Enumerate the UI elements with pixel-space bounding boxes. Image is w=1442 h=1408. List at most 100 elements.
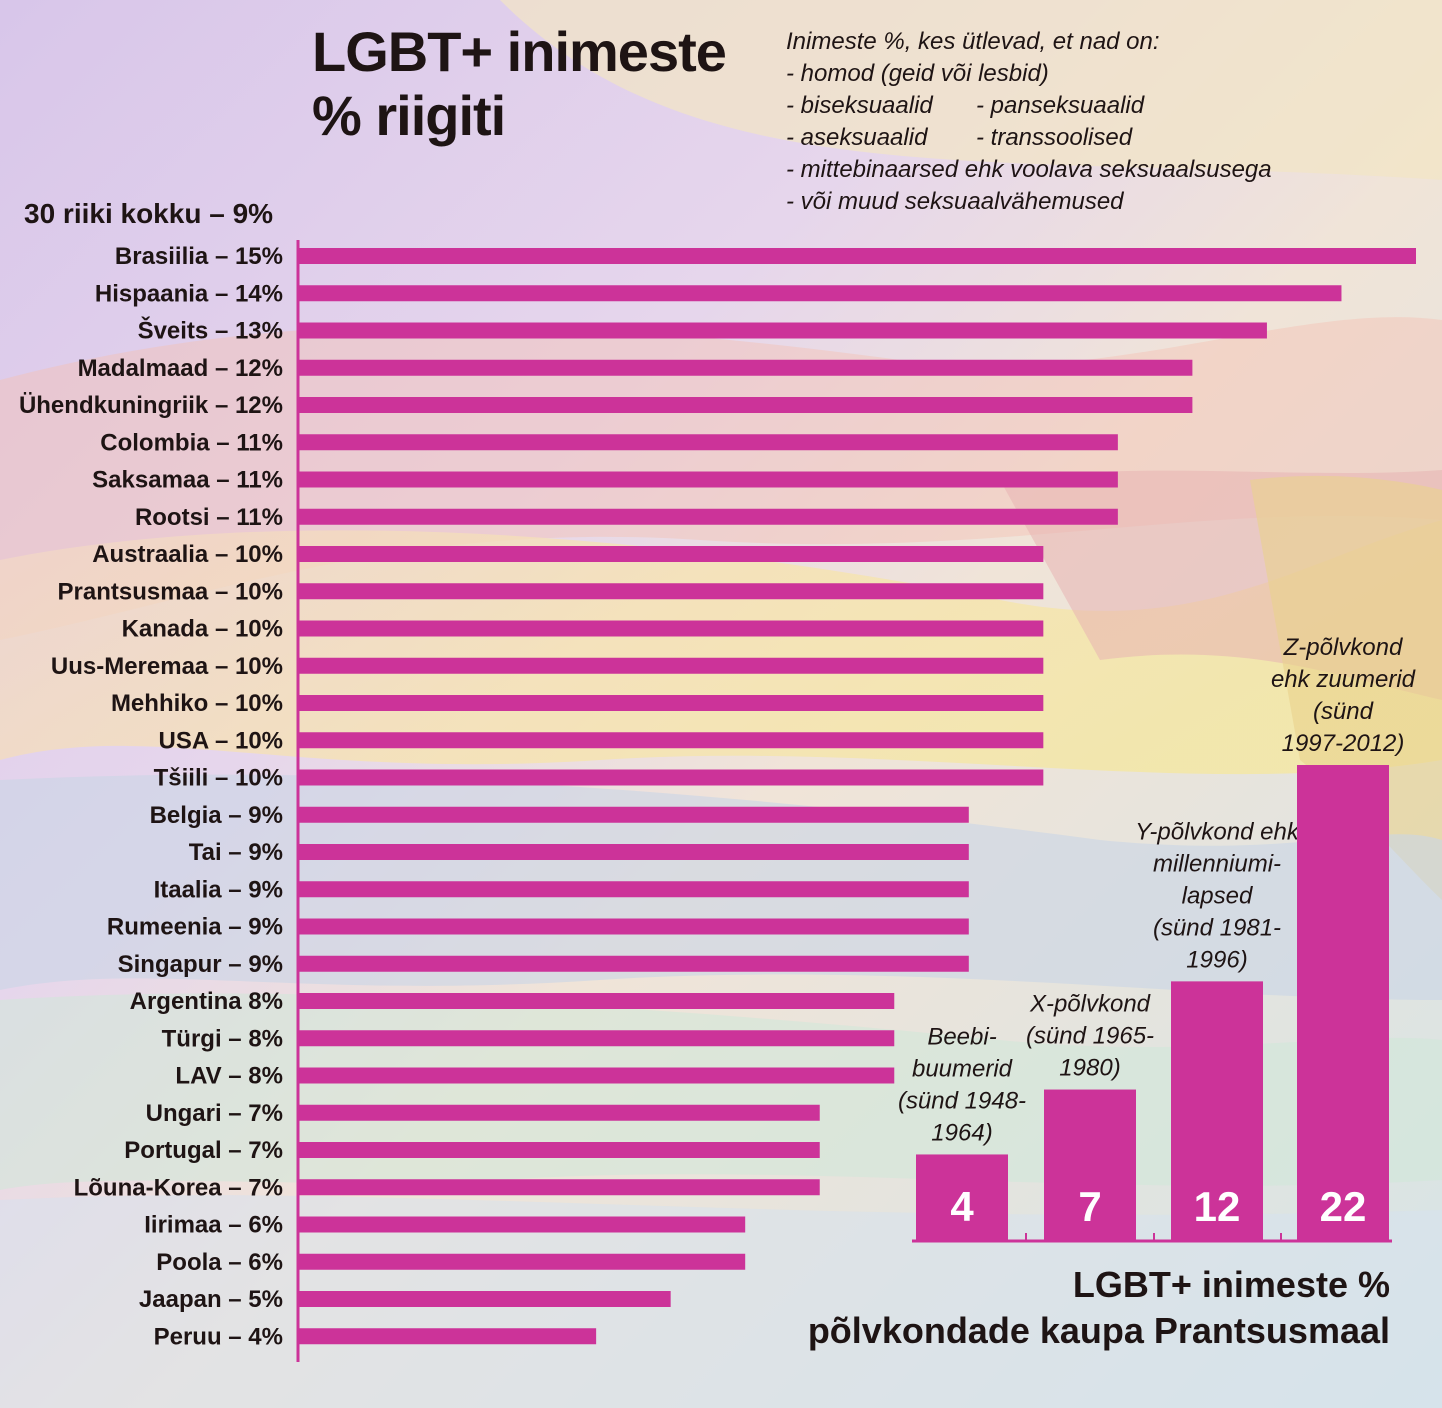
generation-label: (sünd 1948- (898, 1087, 1026, 1114)
definition-item: - biseksuaalid (786, 92, 933, 119)
country-tick-label: Colombia – 11% (100, 429, 283, 456)
country-bar (298, 918, 969, 935)
chart-title: LGBT+ inimeste % riigiti (312, 20, 727, 147)
generation-label: 1997-2012) (1282, 730, 1405, 757)
country-tick-label: Ühendkuningriik – 12% (19, 392, 283, 419)
country-bar (298, 955, 969, 972)
country-tick-label: Singapur – 9% (118, 951, 283, 978)
country-bar (298, 1030, 895, 1047)
country-bar (298, 657, 1044, 674)
generations-chart-title: LGBT+ inimeste % põlvkondade kaupa Prant… (808, 1262, 1390, 1354)
country-bar (298, 1067, 895, 1084)
definition-item: - panseksuaalid (976, 92, 1145, 119)
country-bar (298, 1142, 820, 1158)
generation-label: ehk zuumerid (1271, 666, 1416, 693)
country-bar (298, 844, 969, 860)
country-bar (298, 695, 1044, 711)
country-tick-label: USA – 10% (159, 727, 284, 754)
country-bar (298, 248, 1416, 264)
country-bar (298, 359, 1193, 376)
definition-row: - aseksuaalid - transsoolised (786, 122, 1346, 154)
country-bar (298, 1253, 746, 1270)
country-tick-label: LAV – 8% (175, 1063, 283, 1090)
generation-bar (1297, 765, 1389, 1241)
country-bar (298, 881, 969, 898)
country-tick-label: Hispaania – 14% (95, 280, 283, 307)
country-tick-label: Ungari – 7% (146, 1100, 283, 1127)
generation-value-label: 12 (1194, 1183, 1241, 1230)
definition-intro: Inimeste %, kes ütlevad, et nad on: (786, 28, 1160, 55)
country-bar (298, 1328, 597, 1345)
country-tick-label: Belgia – 9% (150, 802, 283, 829)
country-tick-label: Madalmaad – 12% (78, 355, 283, 382)
country-tick-label: Kanada – 10% (122, 616, 283, 643)
country-tick-label: Uus-Meremaa – 10% (51, 653, 283, 680)
generation-label: 1964) (931, 1119, 992, 1146)
generation-label: lapsed (1182, 882, 1253, 909)
generation-label: 1980) (1059, 1055, 1120, 1082)
country-tick-label: Šveits – 13% (138, 317, 283, 345)
generation-label: Y-põlvkond ehk (1135, 818, 1301, 845)
generations-title-line: põlvkondade kaupa Prantsusmaal (807, 1310, 1390, 1351)
generation-label: 1996) (1186, 946, 1247, 973)
definition-item: - mittebinaarsed ehk voolava seksuaalsus… (786, 156, 1272, 183)
country-tick-label: Saksamaa – 11% (92, 467, 283, 494)
country-tick-label: Poola – 6% (156, 1249, 283, 1276)
country-bar (298, 285, 1342, 302)
country-bar (298, 732, 1044, 749)
country-tick-label: Mehhiko – 10% (111, 690, 283, 717)
country-bar (298, 1179, 820, 1196)
generation-label: (sünd 1965- (1026, 1023, 1154, 1050)
country-tick-label: Lõuna-Korea – 7% (74, 1174, 283, 1201)
definition-item: - transsoolised (976, 124, 1133, 151)
country-bar (298, 1216, 746, 1233)
country-tick-label: Brasiilia – 15% (115, 243, 283, 270)
generation-bar (916, 1154, 1008, 1241)
country-bar (298, 471, 1118, 488)
definition-row: - homod (geid või lesbid) (786, 58, 1346, 90)
country-tick-label: Prantsusmaa – 10% (58, 578, 283, 605)
country-bar (298, 806, 969, 823)
country-tick-label: Itaalia – 9% (154, 876, 283, 903)
generation-value-label: 4 (950, 1183, 974, 1230)
country-tick-label: Portugal – 7% (124, 1137, 283, 1164)
generation-label: X-põlvkond (1029, 991, 1151, 1018)
country-bar (298, 434, 1118, 451)
country-tick-label: Jaapan – 5% (139, 1286, 283, 1313)
generation-value-label: 22 (1320, 1183, 1367, 1230)
country-tick-label: Austraalia – 10% (92, 541, 283, 568)
country-bar (298, 1104, 820, 1121)
country-bar (298, 993, 895, 1009)
country-tick-label: Rumeenia – 9% (107, 914, 283, 941)
country-bar (298, 583, 1044, 600)
definition-item: - aseksuaalid (786, 124, 928, 151)
generation-label: Beebi- (927, 1023, 996, 1050)
definition-row: - biseksuaalid - panseksuaalid (786, 90, 1346, 122)
country-bar (298, 1291, 671, 1307)
generation-label: buumerid (912, 1055, 1013, 1082)
definition-row: - mittebinaarsed ehk voolava seksuaalsus… (786, 154, 1346, 186)
country-tick-label: Türgi – 8% (162, 1025, 283, 1052)
generations-title-line: LGBT+ inimeste % (1072, 1264, 1390, 1305)
country-tick-label: Tai – 9% (189, 839, 283, 866)
definition-note: Inimeste %, kes ütlevad, et nad on: - ho… (786, 26, 1346, 218)
generation-label: (sünd 1981- (1153, 914, 1281, 941)
country-tick-label: Tšiili – 10% (154, 765, 283, 792)
generation-label: Z-põlvkond (1283, 634, 1403, 661)
generation-label: millenniumi- (1153, 850, 1281, 877)
country-bar (298, 620, 1044, 637)
definition-item: - või muud seksuaalvähemused (786, 188, 1124, 215)
generation-label: (sünd (1313, 698, 1374, 725)
country-bar (298, 322, 1267, 339)
country-bar (298, 397, 1193, 413)
generation-value-label: 7 (1078, 1183, 1101, 1230)
country-bar (298, 508, 1118, 525)
total-label: 30 riiki kokku – 9% (24, 198, 274, 229)
country-bar (298, 769, 1044, 786)
country-tick-label: Argentina 8% (130, 988, 283, 1015)
country-tick-label: Peruu – 4% (154, 1323, 283, 1350)
country-bar (298, 546, 1044, 562)
definition-row: - või muud seksuaalvähemused (786, 186, 1346, 218)
country-tick-label: Rootsi – 11% (135, 504, 283, 531)
